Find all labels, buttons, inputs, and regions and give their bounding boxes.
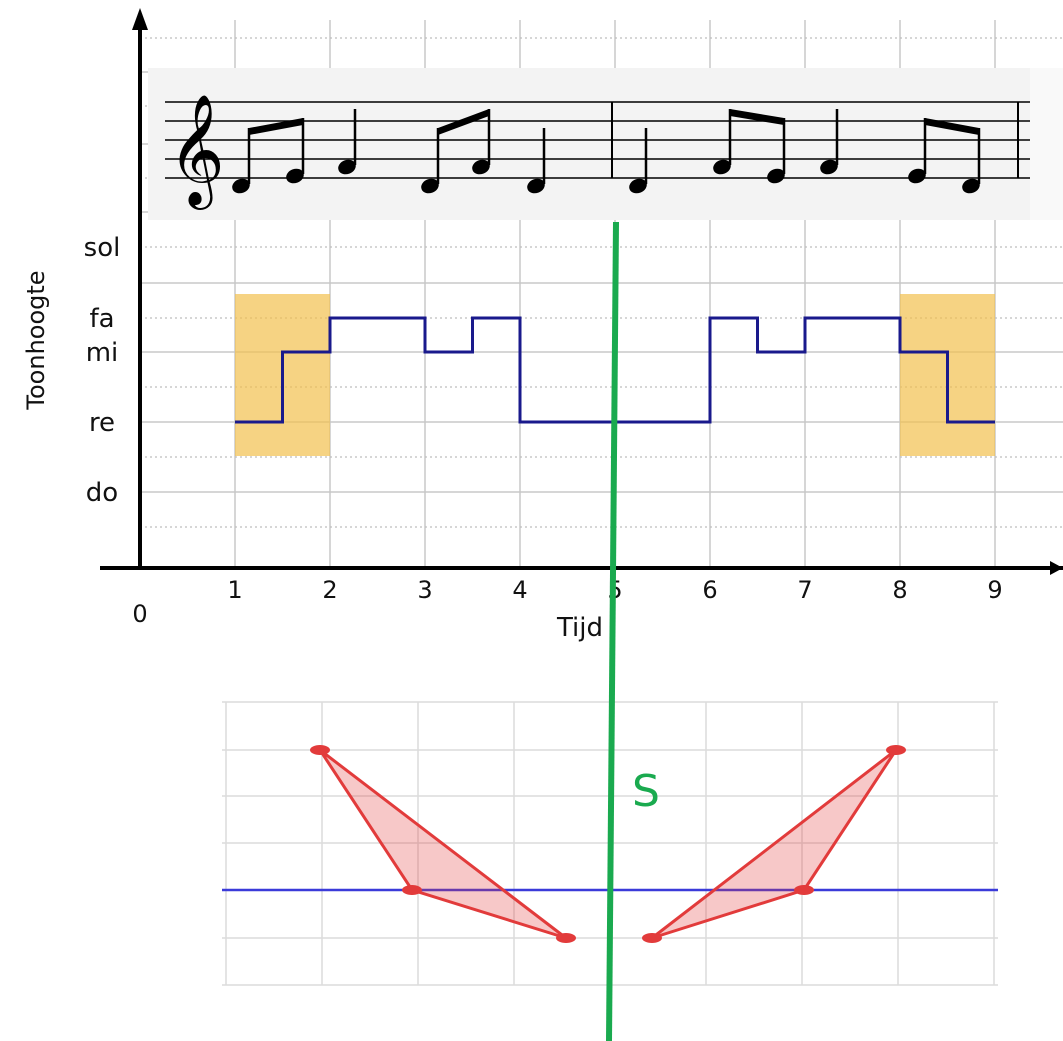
y-tick-label: mi xyxy=(86,338,119,368)
vertex-point xyxy=(642,933,662,943)
x-tick-label: 7 xyxy=(797,576,812,604)
y-tick-label: sol xyxy=(84,233,121,263)
music-staff: 𝄞 xyxy=(148,68,1063,220)
y-tick-label: do xyxy=(86,478,118,508)
note-beam xyxy=(438,109,489,135)
left-triangle-shape xyxy=(318,748,567,940)
note-head xyxy=(232,178,250,194)
note-beam xyxy=(730,109,784,125)
note-head xyxy=(472,159,490,175)
x-tick-label: 3 xyxy=(417,576,432,604)
x-tick-label: 2 xyxy=(322,576,337,604)
note-head xyxy=(767,168,785,184)
x-tick-label: 6 xyxy=(702,576,717,604)
note-head xyxy=(908,168,926,184)
vertex-point xyxy=(794,885,814,895)
note-head xyxy=(713,159,731,175)
y-tick-labels: do re mi fa sol xyxy=(84,233,121,508)
vertex-point xyxy=(886,745,906,755)
y-tick-label: re xyxy=(89,408,115,438)
x-axis-arrow-icon xyxy=(1050,561,1063,575)
x-tick-labels: 123456789 xyxy=(227,576,1002,604)
x-origin-label: 0 xyxy=(132,600,147,628)
staff-notes xyxy=(232,109,981,194)
right-triangle-shape xyxy=(651,748,898,940)
triangle-diagram xyxy=(222,701,998,986)
left-triangle xyxy=(310,745,576,943)
x-tick-label: 9 xyxy=(987,576,1002,604)
note-head xyxy=(527,178,545,194)
chart-axes xyxy=(100,20,1063,570)
x-tick-label: 1 xyxy=(227,576,242,604)
note-head xyxy=(338,159,356,175)
note-head xyxy=(820,159,838,175)
note-beam xyxy=(925,118,979,135)
treble-clef-icon: 𝄞 xyxy=(168,93,225,210)
right-triangle xyxy=(642,745,906,943)
x-tick-label: 8 xyxy=(892,576,907,604)
note-head xyxy=(286,168,304,184)
note-head xyxy=(421,178,439,194)
symmetry-axis-label: S xyxy=(632,766,660,817)
y-axis-label: Toonhoogte xyxy=(22,270,50,410)
vertex-point xyxy=(310,745,330,755)
staff-background xyxy=(148,68,1030,220)
note-head xyxy=(629,178,647,194)
y-axis-arrow-icon xyxy=(132,8,148,30)
x-axis-label: Tijd xyxy=(556,613,603,643)
y-tick-label: fa xyxy=(89,304,114,334)
staff-lines xyxy=(165,101,1030,179)
staff-background-right xyxy=(1030,68,1063,220)
note-beam xyxy=(249,118,303,135)
vertex-point xyxy=(556,933,576,943)
symmetry-axis xyxy=(606,221,619,1041)
note-head xyxy=(962,178,980,194)
x-tick-label: 4 xyxy=(512,576,527,604)
vertex-point xyxy=(402,885,422,895)
